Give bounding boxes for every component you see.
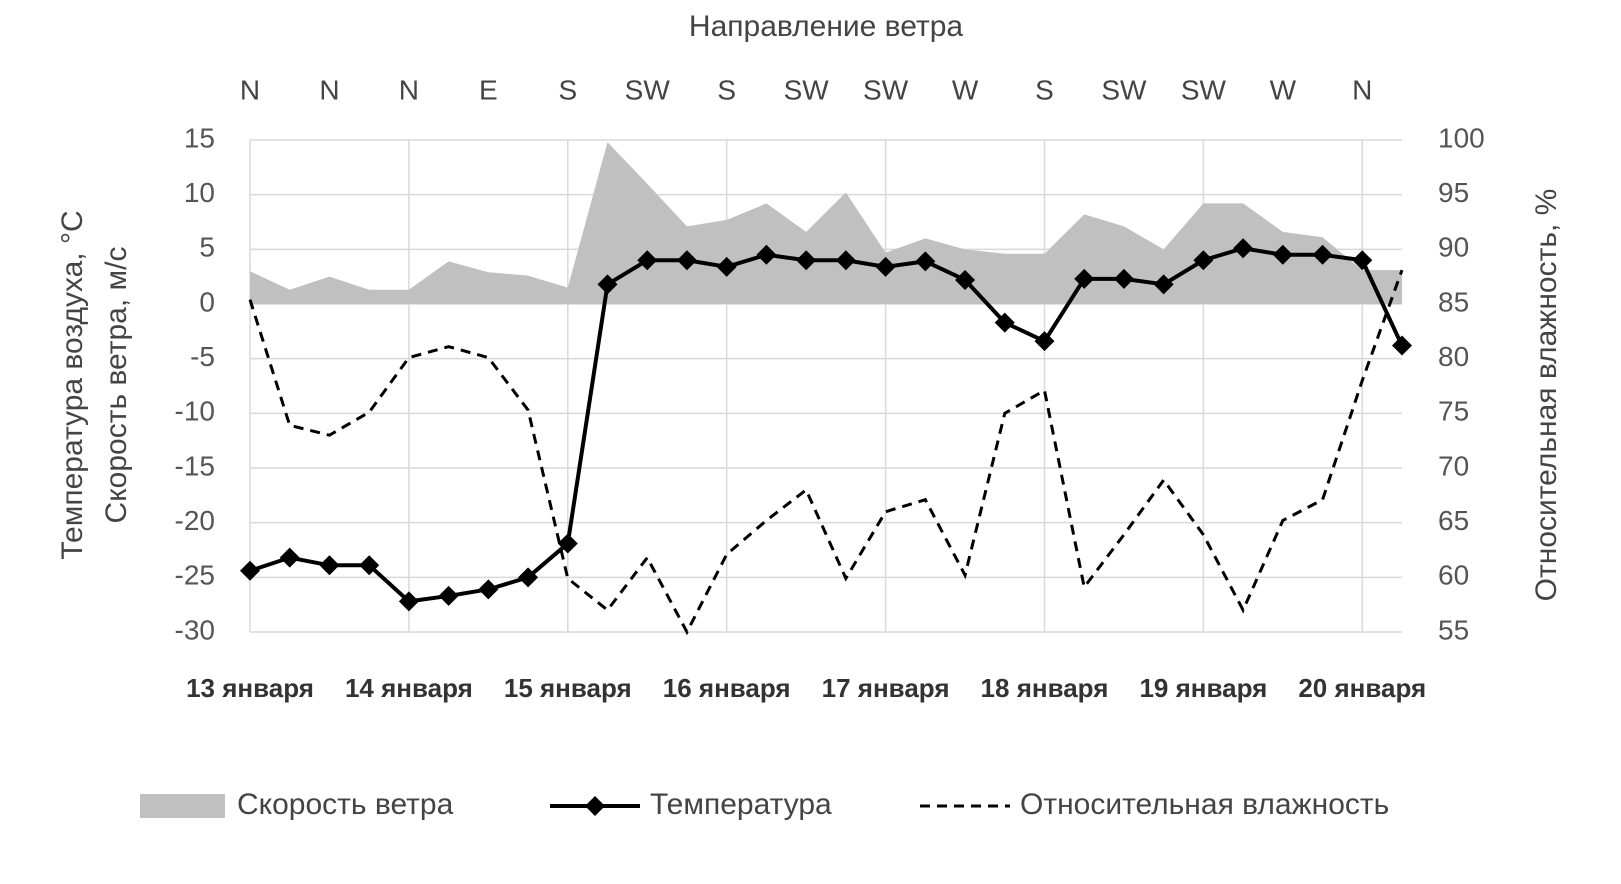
legend-swatch bbox=[140, 794, 225, 818]
temperature-marker bbox=[398, 591, 419, 612]
temperature-marker bbox=[1113, 268, 1134, 289]
x-tick-label: 15 января bbox=[504, 673, 632, 703]
temperature-marker bbox=[319, 555, 340, 576]
legend-marker bbox=[585, 796, 605, 816]
legend-label: Относительная влажность bbox=[1020, 788, 1389, 821]
temperature-marker bbox=[597, 274, 618, 295]
temperature-marker bbox=[716, 256, 737, 277]
wind-direction-label: SW bbox=[863, 74, 909, 105]
x-tick-label: 19 января bbox=[1139, 673, 1267, 703]
y-tick-label: -10 bbox=[175, 396, 215, 427]
temperature-marker bbox=[1312, 244, 1333, 265]
temperature-marker bbox=[915, 251, 936, 272]
wind-direction-label: N bbox=[319, 74, 339, 105]
y-tick-label: -5 bbox=[190, 341, 215, 372]
temperature-marker bbox=[1233, 238, 1254, 259]
y2-tick-label: 65 bbox=[1438, 505, 1469, 536]
y2-tick-label: 60 bbox=[1438, 560, 1469, 591]
temperature-marker bbox=[279, 547, 300, 568]
x-tick-label: 20 января bbox=[1298, 673, 1426, 703]
y2-tick-label: 70 bbox=[1438, 450, 1469, 481]
wind-direction-label: S bbox=[558, 74, 577, 105]
grid bbox=[249, 139, 1402, 633]
temperature-marker bbox=[796, 250, 817, 271]
wind-direction-label: SW bbox=[1181, 74, 1227, 105]
wind-direction-label: N bbox=[1352, 74, 1372, 105]
wind-direction-label: SW bbox=[784, 74, 830, 105]
y-tick-label: -25 bbox=[175, 560, 215, 591]
wind-direction-label: W bbox=[1270, 74, 1297, 105]
y2-tick-label: 75 bbox=[1438, 396, 1469, 427]
y2-tick-label: 80 bbox=[1438, 341, 1469, 372]
wind-direction-label: E bbox=[479, 74, 498, 105]
temperature-marker bbox=[676, 250, 697, 271]
y2-tick-label: 85 bbox=[1438, 286, 1469, 317]
temperature-marker bbox=[478, 579, 499, 600]
temperature-marker bbox=[637, 250, 658, 271]
wind-direction-label: N bbox=[399, 74, 419, 105]
y2-axis-title: Относительная влажность, % bbox=[1530, 189, 1563, 602]
legend-label: Скорость ветра bbox=[237, 788, 454, 821]
y-axis-title: Скорость ветра, м/с bbox=[100, 247, 133, 524]
y-tick-label: 15 bbox=[184, 122, 215, 153]
temperature-marker bbox=[438, 585, 459, 606]
temperature-marker bbox=[1193, 250, 1214, 271]
wind-speed-area bbox=[250, 142, 1402, 304]
plot bbox=[240, 142, 1412, 636]
wind-direction-label: SW bbox=[1101, 74, 1147, 105]
y-tick-label: -30 bbox=[175, 614, 215, 645]
temperature-marker bbox=[240, 560, 260, 581]
temperature-marker bbox=[1034, 331, 1055, 352]
legend-label: Температура bbox=[650, 788, 832, 821]
temperature-marker bbox=[1392, 335, 1412, 356]
y-tick-label: 10 bbox=[184, 177, 215, 208]
wind-direction-label: S bbox=[717, 74, 736, 105]
temperature-marker bbox=[835, 250, 856, 271]
wind-direction-label: N bbox=[240, 74, 260, 105]
y-tick-label: -20 bbox=[175, 505, 215, 536]
humidity-line bbox=[248, 269, 1404, 636]
y-tick-label: 0 bbox=[199, 286, 215, 317]
x-tick-label: 16 января bbox=[663, 673, 791, 703]
y2-tick-label: 100 bbox=[1438, 122, 1485, 153]
temperature-marker bbox=[1153, 274, 1174, 295]
temperature-marker bbox=[359, 555, 380, 576]
temperature-marker bbox=[1074, 268, 1095, 289]
y2-tick-label: 90 bbox=[1438, 232, 1469, 263]
wind-direction-label: W bbox=[952, 74, 979, 105]
y-tick-label: -15 bbox=[175, 450, 215, 481]
temperature-marker bbox=[955, 269, 976, 290]
temperature-marker bbox=[1352, 250, 1373, 271]
wind-direction-title: Направление ветра bbox=[689, 10, 963, 43]
temperature-marker bbox=[557, 533, 578, 554]
temperature-marker bbox=[518, 567, 539, 588]
y2-tick-label: 55 bbox=[1438, 614, 1469, 645]
y-axis-title: Температура воздуха, °C bbox=[56, 210, 89, 559]
temperature-marker bbox=[875, 256, 896, 277]
temperature-marker bbox=[756, 244, 777, 265]
y2-tick-label: 95 bbox=[1438, 177, 1469, 208]
temperature-marker bbox=[994, 312, 1015, 333]
x-tick-label: 18 января bbox=[981, 673, 1109, 703]
x-tick-label: 13 января bbox=[186, 673, 314, 703]
x-tick-label: 14 января bbox=[345, 673, 473, 703]
y-tick-label: 5 bbox=[199, 232, 215, 263]
temperature-marker bbox=[1272, 244, 1293, 265]
wind-direction-label: SW bbox=[625, 74, 671, 105]
x-tick-label: 17 января bbox=[822, 673, 950, 703]
wind-direction-label: S bbox=[1035, 74, 1054, 105]
